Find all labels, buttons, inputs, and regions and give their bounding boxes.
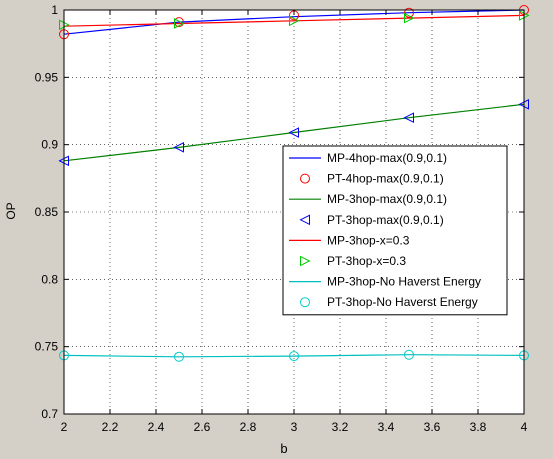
legend-item: PT-4hop-max(0.9,0.1) (300, 172, 444, 186)
series-mp-3hop-no-haverst-energy (63, 354, 525, 358)
x-tick-label: 3.6 (424, 420, 441, 434)
legend-item: PT-3hop-max(0.9,0.1) (299, 213, 444, 227)
x-tick-label: 4 (521, 420, 528, 434)
y-tick-label: 0.7 (41, 407, 58, 421)
legend-item: MP-4hop-max(0.9,0.1) (289, 151, 447, 165)
data-point (289, 15, 300, 27)
legend-label: PT-3hop-x=0.3 (327, 254, 406, 268)
legend: MP-4hop-max(0.9,0.1) PT-4hop-max(0.9,0.1)… (282, 145, 508, 316)
y-tick-label: 0.8 (41, 272, 58, 286)
legend-label: PT-3hop-max(0.9,0.1) (327, 213, 444, 227)
y-tick-label: 1 (51, 3, 58, 17)
x-tick-label: 2.4 (148, 420, 165, 434)
series-line (63, 103, 525, 162)
legend-item: MP-3hop-x=0.3 (289, 233, 410, 247)
x-tick-label: 3.4 (378, 420, 395, 434)
x-tick-label: 3 (291, 420, 298, 434)
legend-label: PT-4hop-max(0.9,0.1) (327, 172, 444, 186)
series-mp-3hop-x-0-3 (63, 14, 525, 27)
data-point (404, 12, 415, 24)
y-tick-label: 0.95 (35, 70, 59, 84)
series-mp-3hop-max-0-9-0-1 (63, 103, 525, 162)
y-axis-label: OP (4, 202, 18, 219)
grid-lines (64, 10, 524, 414)
data-point (404, 7, 414, 18)
x-tick-label: 3.8 (470, 420, 487, 434)
legend-swatch-marker (300, 297, 310, 308)
x-tick-label: 2.2 (102, 420, 119, 434)
legend-swatch-marker (300, 255, 311, 267)
legend-item: PT-3hop-x=0.3 (300, 254, 406, 268)
legend-label: PT-3hop-No Haverst Energy (327, 295, 478, 309)
series-mp-4hop-max-0-9-0-1 (63, 9, 525, 35)
y-tick-label: 0.75 (35, 340, 59, 354)
legend-label: MP-3hop-max(0.9,0.1) (327, 192, 447, 206)
x-tick-label: 2.8 (240, 420, 257, 434)
legend-box (282, 145, 508, 316)
data-point (174, 351, 184, 362)
series-line (63, 14, 525, 27)
data-point (404, 349, 414, 360)
data-point (288, 127, 299, 138)
legend-item: PT-3hop-No Haverst Energy (300, 295, 478, 309)
x-tick-label: 2.6 (194, 420, 211, 434)
legend-swatch-marker (300, 173, 310, 184)
series-line (63, 354, 525, 358)
legend-swatch-marker (299, 214, 310, 226)
legend-label: MP-3hop-No Haverst Energy (327, 275, 481, 289)
data-point (289, 351, 299, 362)
legend-label: MP-3hop-x=0.3 (327, 233, 410, 247)
y-tick-label: 0.85 (35, 205, 59, 219)
x-tick-label: 2 (61, 420, 68, 434)
data-point (174, 18, 185, 29)
data-point (403, 112, 414, 124)
data-point (173, 142, 184, 153)
legend-item: MP-3hop-max(0.9,0.1) (289, 192, 447, 206)
legend-item: MP-3hop-No Haverst Energy (289, 275, 481, 289)
y-tick-label: 0.9 (41, 138, 58, 152)
x-tick-label: 3.2 (332, 420, 349, 434)
legend-label: MP-4hop-max(0.9,0.1) (327, 151, 447, 165)
series-line (63, 9, 525, 35)
x-axis-label: b (280, 441, 287, 456)
axis-ticks: 2 2.2 2.4 2.6 2.8 3 3.2 3.4 3.6 3.8 4 0.7 0.75 0.8 0.8… (35, 3, 528, 434)
